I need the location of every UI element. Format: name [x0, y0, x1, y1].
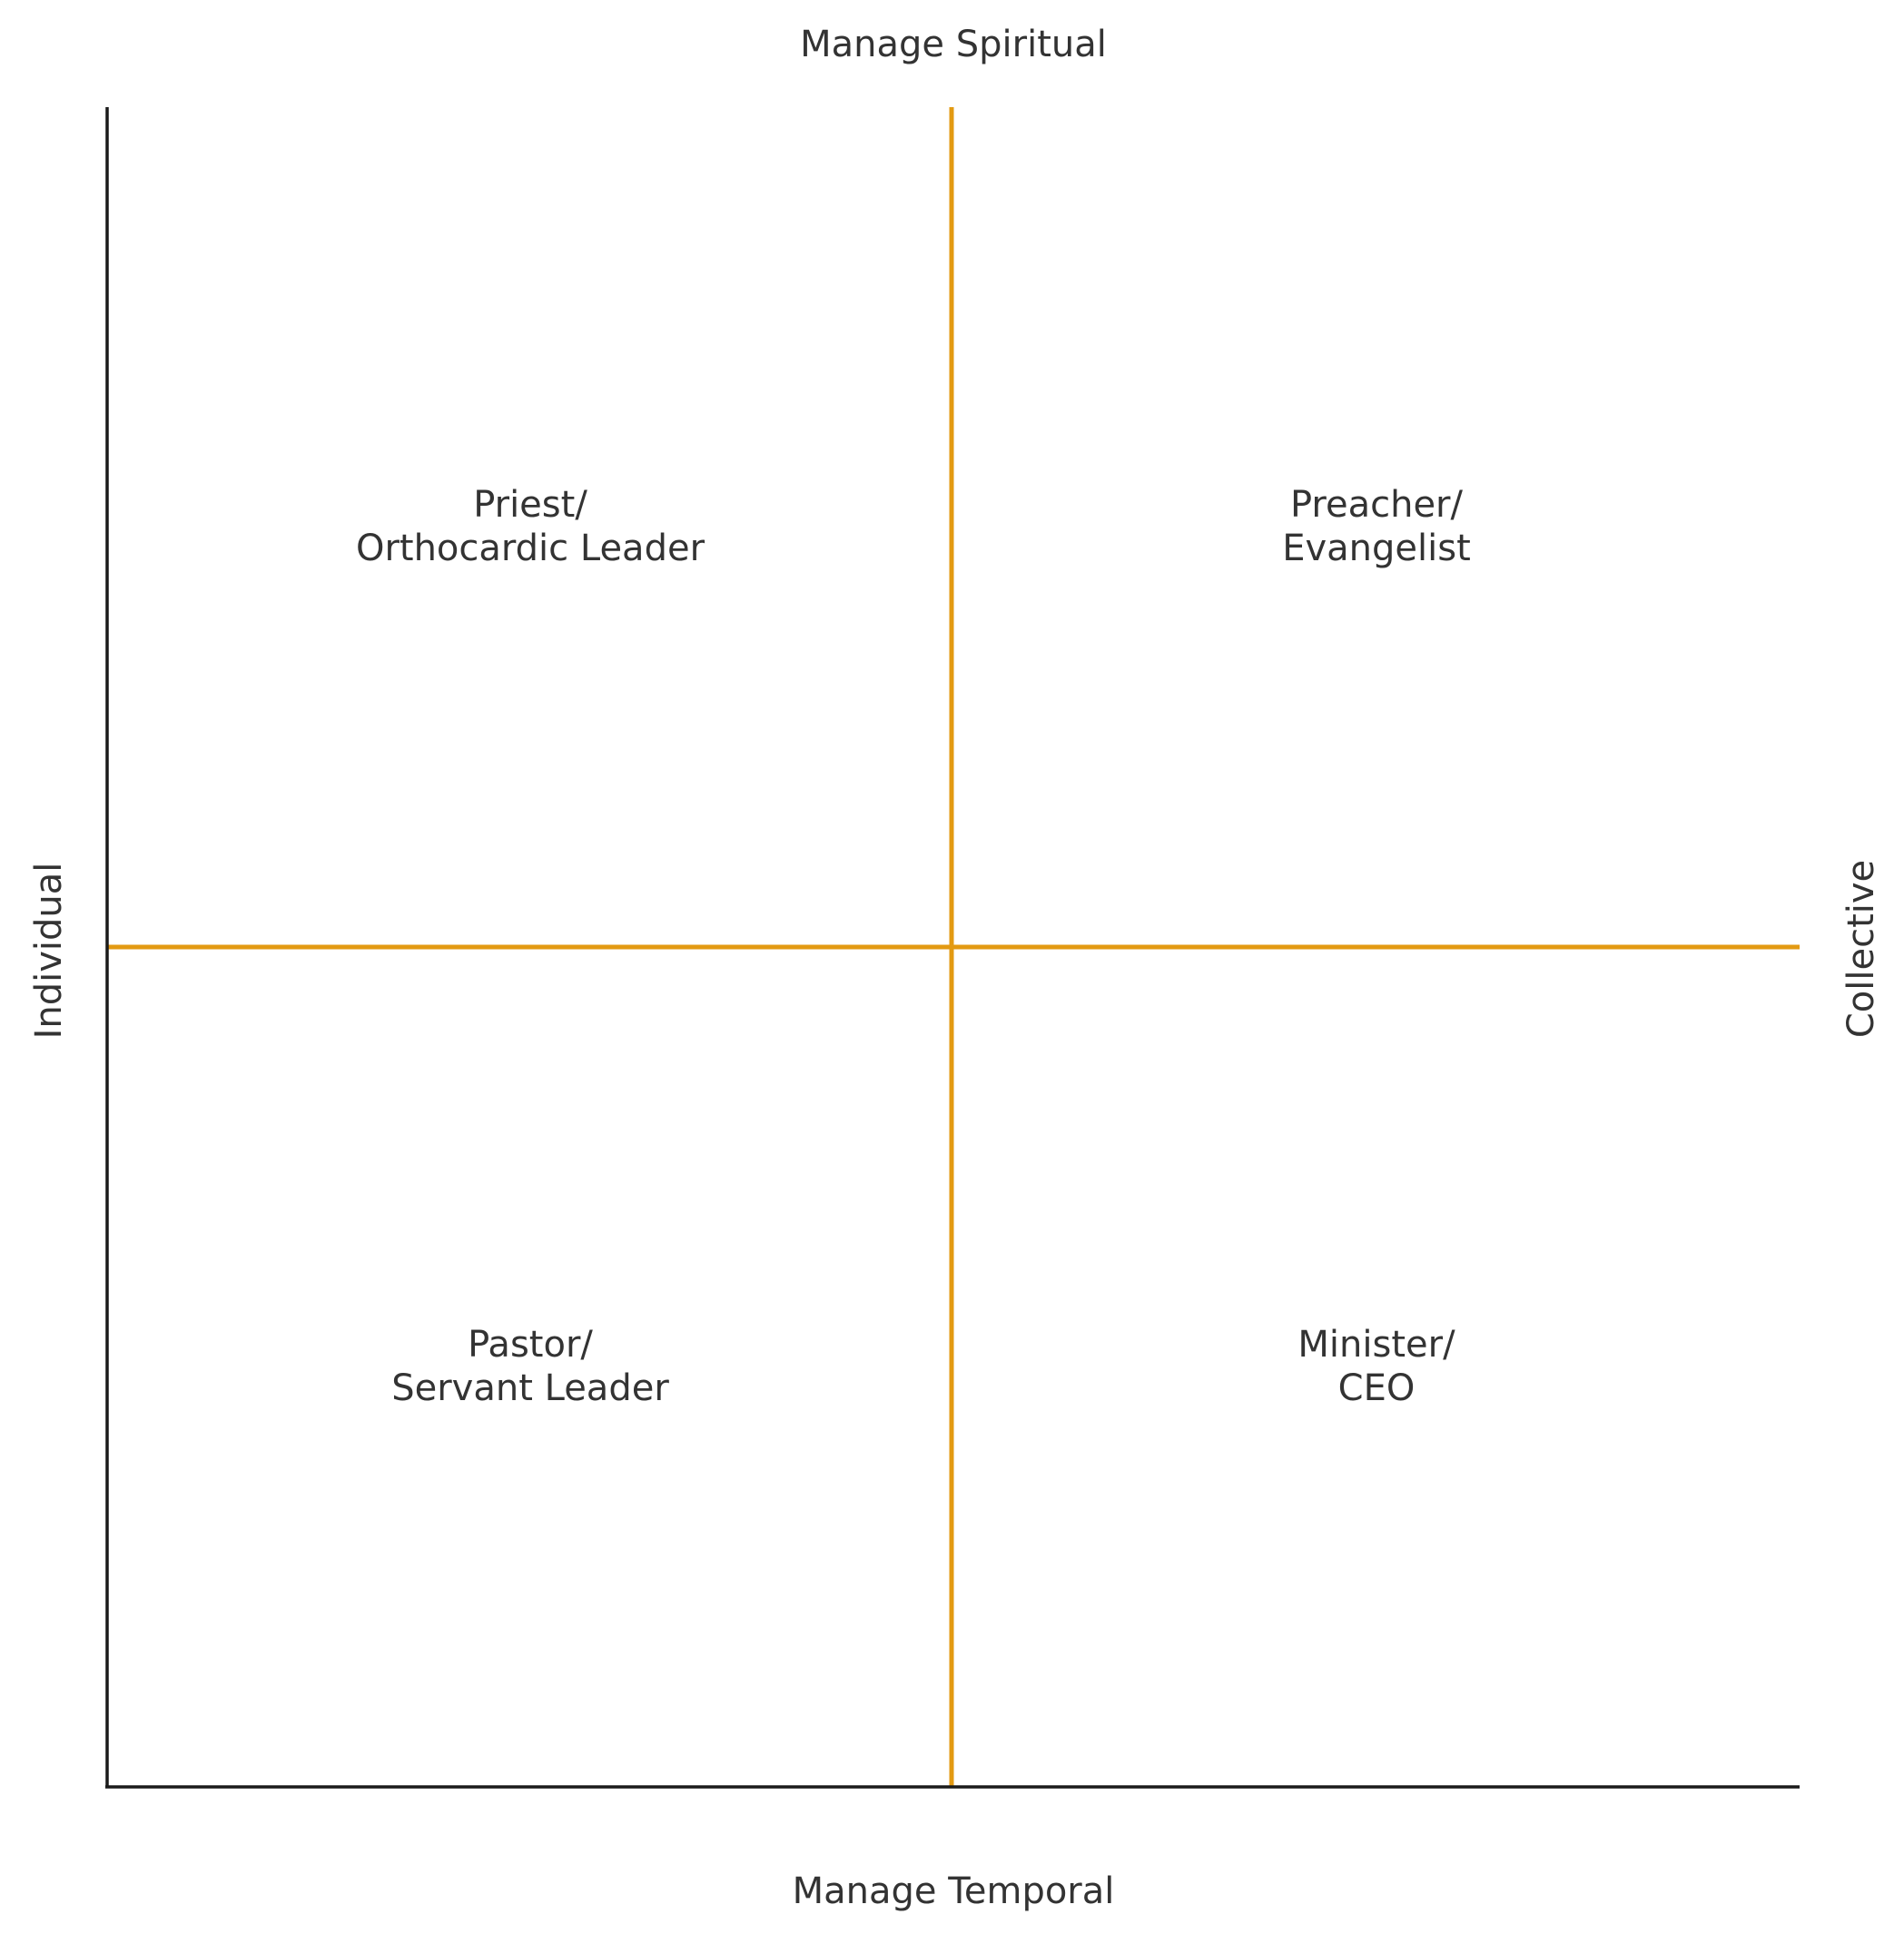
quadrant-bottom-left-line1: Pastor/: [468, 1324, 593, 1366]
quadrant-top-left-line2: Orthocardic Leader: [356, 528, 705, 569]
quadrant-bottom-left-line2: Servant Leader: [391, 1367, 669, 1409]
axis-label-left: Individual: [28, 863, 70, 1040]
axis-label-right: Collective: [1840, 860, 1882, 1038]
axis-label-top: Manage Spiritual: [800, 24, 1107, 65]
quadrant-top-right-line2: Evangelist: [1282, 528, 1471, 569]
quadrant-bottom-right-line1: Minister/: [1297, 1324, 1455, 1366]
quadrant-bottom-right-line2: CEO: [1338, 1367, 1416, 1409]
quadrant-top-left-line1: Priest/: [473, 484, 587, 526]
axis-label-bottom: Manage Temporal: [793, 1870, 1115, 1912]
quadrant-top-right-line1: Preacher/: [1290, 484, 1464, 526]
